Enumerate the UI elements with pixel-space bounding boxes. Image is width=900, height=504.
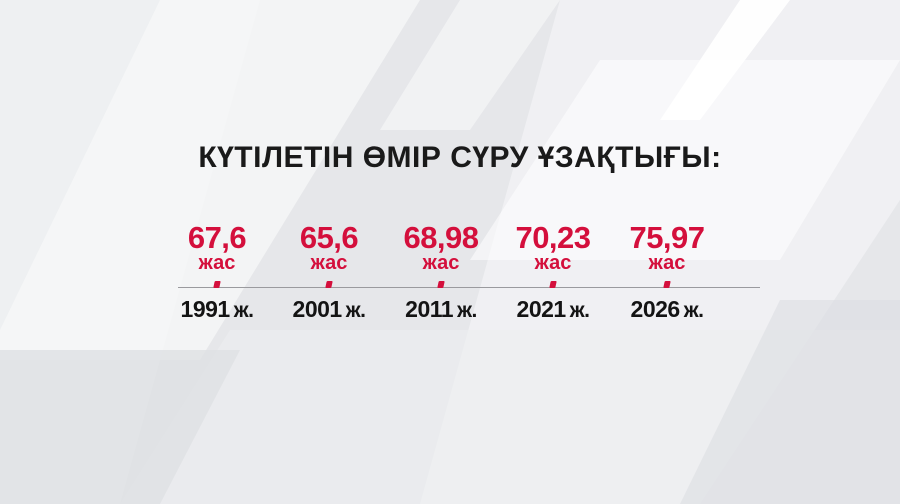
- year-label: 2011 ж.: [405, 296, 477, 322]
- unit-label: жас: [198, 252, 236, 274]
- year-label: 1991 ж.: [180, 296, 254, 322]
- unit-label: жас: [648, 252, 686, 274]
- value-label: 70,23: [515, 220, 591, 255]
- value-label: 67,6: [187, 220, 247, 255]
- value-label: 75,97: [629, 220, 705, 255]
- unit-label: жас: [534, 252, 572, 274]
- timeline-axis: [178, 287, 760, 288]
- year-label: 2026 ж.: [630, 296, 704, 322]
- year-label: 2001 ж.: [292, 296, 366, 322]
- year-label: 2021 ж.: [516, 296, 590, 322]
- unit-label: жас: [310, 252, 348, 274]
- unit-label: жас: [422, 252, 460, 274]
- value-label: 68,98: [403, 220, 479, 255]
- page-title: КҮТІЛЕТІН ӨМІР СҮРУ ҰЗАҚТЫҒЫ:: [198, 141, 722, 174]
- value-label: 65,6: [299, 220, 359, 255]
